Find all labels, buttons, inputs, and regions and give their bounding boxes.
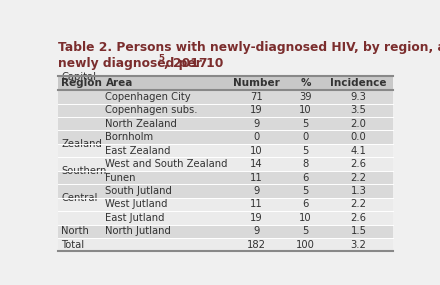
Text: Copenhagen subs.: Copenhagen subs. [106,105,198,115]
Text: East Jutland: East Jutland [106,213,165,223]
Text: 6: 6 [302,172,309,182]
Text: Area: Area [106,78,133,88]
Text: 11: 11 [250,172,263,182]
Bar [59,76,392,90]
Text: Central: Central [61,193,98,203]
Text: Table 2. Persons with newly-diagnosed HIV, by region, area and: Table 2. Persons with newly-diagnosed HI… [59,41,440,54]
Bar [59,211,392,225]
Text: Copenhagen City: Copenhagen City [106,92,191,102]
Text: Zealand: Zealand [61,139,102,149]
Text: West and South Zealand: West and South Zealand [106,159,228,169]
Text: Incidence: Incidence [330,78,387,88]
Text: 100: 100 [296,240,315,250]
Text: 5: 5 [302,226,309,236]
Text: 9: 9 [253,186,259,196]
Text: East Zealand: East Zealand [106,146,171,156]
Text: Number: Number [233,78,279,88]
Bar [59,131,392,144]
Text: newly diagnosed per 10: newly diagnosed per 10 [59,57,224,70]
Text: West Jutland: West Jutland [106,200,168,209]
Text: 4.1: 4.1 [351,146,367,156]
Text: North Zealand: North Zealand [106,119,177,129]
Text: 2.2: 2.2 [351,172,367,182]
Text: Southern: Southern [61,166,106,176]
Text: 1.3: 1.3 [351,186,367,196]
Text: 2.0: 2.0 [351,119,367,129]
Text: 3.2: 3.2 [351,240,367,250]
Bar [59,144,392,157]
Text: 9: 9 [253,119,259,129]
Text: 2.2: 2.2 [351,200,367,209]
Text: 5: 5 [158,54,164,63]
Text: , 2017: , 2017 [164,57,207,70]
Text: Region: Region [61,78,102,88]
Text: 5: 5 [302,146,309,156]
Text: 182: 182 [247,240,266,250]
Text: South Jutland: South Jutland [106,186,172,196]
Text: 19: 19 [250,105,263,115]
Text: Bornholm: Bornholm [106,132,154,142]
Bar [59,90,392,104]
Text: 6: 6 [302,200,309,209]
Text: 19: 19 [250,213,263,223]
Text: %: % [301,78,311,88]
Bar [59,157,392,171]
Text: 0.0: 0.0 [351,132,367,142]
Text: 9.3: 9.3 [351,92,367,102]
Text: 2.6: 2.6 [351,159,367,169]
Text: 5: 5 [302,186,309,196]
Text: Capital: Capital [61,72,96,82]
Text: North: North [61,226,89,236]
Text: 0: 0 [253,132,259,142]
Text: 10: 10 [299,105,312,115]
Text: 9: 9 [253,226,259,236]
Bar [59,184,392,198]
Text: Funen: Funen [106,172,136,182]
Text: 10: 10 [250,146,263,156]
Bar [59,198,392,211]
Text: 14: 14 [250,159,263,169]
Text: 2.6: 2.6 [351,213,367,223]
Text: 8: 8 [303,159,309,169]
Text: 11: 11 [250,200,263,209]
Text: Total: Total [61,240,84,250]
Bar [59,238,392,251]
Bar [59,225,392,238]
Text: 5: 5 [302,119,309,129]
Bar [59,104,392,117]
Text: 3.5: 3.5 [351,105,367,115]
Bar [59,171,392,184]
Bar [59,117,392,131]
Text: 71: 71 [250,92,263,102]
Text: North Jutland: North Jutland [106,226,171,236]
Text: 10: 10 [299,213,312,223]
Text: 39: 39 [299,92,312,102]
Text: 1.5: 1.5 [351,226,367,236]
Text: 0: 0 [303,132,309,142]
